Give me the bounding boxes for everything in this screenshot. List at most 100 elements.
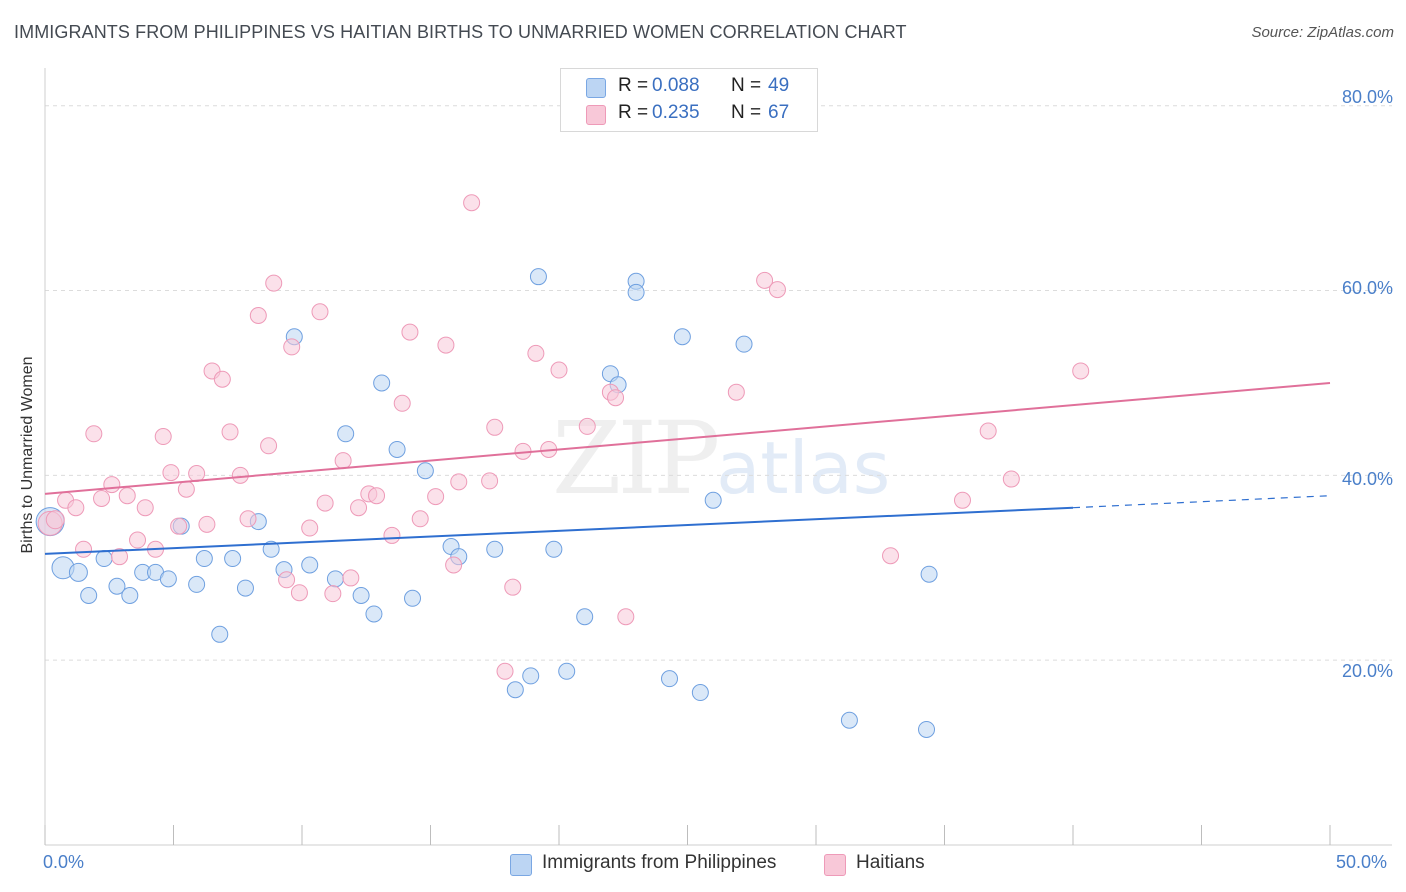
- watermark: ZIPatlas: [552, 400, 890, 517]
- trend-extension-philippines: [1072, 495, 1331, 509]
- point-haitians-51: [504, 578, 522, 596]
- point-philippines-11: [188, 575, 206, 593]
- point-philippines-33: [522, 667, 540, 685]
- point-haitians-8: [111, 548, 129, 566]
- point-haitians-40: [393, 394, 411, 412]
- point-haitians-11: [136, 499, 154, 517]
- point-haitians-3: [67, 499, 85, 517]
- point-philippines-17: [262, 540, 280, 558]
- legend-r-value: 0.088: [652, 75, 700, 96]
- point-philippines-13: [211, 625, 229, 643]
- point-haitians-9: [118, 487, 136, 505]
- point-haitians-47: [463, 194, 481, 212]
- point-philippines-14: [224, 550, 242, 568]
- point-haitians-63: [882, 547, 900, 565]
- point-philippines-23: [352, 586, 370, 604]
- point-haitians-43: [427, 488, 445, 506]
- y-tick-label-60: 60.0%: [1341, 278, 1393, 298]
- point-philippines-3: [80, 586, 98, 604]
- point-haitians-61: [756, 271, 774, 289]
- point-haitians-13: [154, 428, 172, 446]
- point-philippines-20: [301, 556, 319, 574]
- point-philippines-4: [95, 550, 113, 568]
- point-haitians-25: [260, 437, 278, 455]
- point-philippines-41: [627, 283, 645, 301]
- point-philippines-5: [108, 577, 126, 595]
- chart-title: IMMIGRANTS FROM PHILIPPINES VS HAITIAN B…: [14, 22, 907, 42]
- point-haitians-48: [481, 472, 499, 490]
- point-haitians-49: [486, 418, 504, 436]
- point-philippines-44: [691, 684, 709, 702]
- point-philippines-32: [506, 681, 524, 699]
- point-philippines-15: [236, 579, 254, 597]
- point-haitians-5: [85, 425, 103, 443]
- bottom-legend-swatch-philippines: [510, 854, 532, 876]
- point-philippines-36: [558, 662, 576, 680]
- point-philippines-47: [840, 711, 858, 729]
- point-haitians-7: [103, 476, 121, 494]
- point-haitians-26: [265, 274, 283, 292]
- point-haitians-21: [221, 423, 239, 441]
- point-haitians-50: [496, 662, 514, 680]
- point-philippines-21: [326, 570, 344, 588]
- point-haitians-60: [727, 383, 745, 401]
- point-haitians-22: [231, 466, 249, 484]
- watermark-atlas: atlas: [716, 426, 891, 510]
- point-haitians-53: [527, 344, 545, 362]
- bottom-legend-swatch-haitians: [824, 854, 846, 876]
- point-philippines-34: [529, 268, 547, 286]
- point-haitians-45: [445, 556, 463, 574]
- legend-swatch-haitians: [586, 105, 606, 125]
- point-haitians-20: [213, 370, 231, 388]
- y-axis-label: Births to Unmarried Women: [19, 356, 36, 554]
- watermark-zip: ZIP: [552, 400, 720, 517]
- y-tick-label-40: 40.0%: [1341, 469, 1393, 489]
- legend-n-value: 49: [768, 75, 790, 96]
- point-philippines-31: [486, 540, 504, 558]
- point-haitians-24: [249, 306, 267, 324]
- point-haitians-62: [768, 281, 786, 299]
- trend-line-philippines: [44, 506, 1074, 555]
- point-haitians-33: [324, 585, 342, 603]
- point-haitians-30: [301, 519, 319, 537]
- point-haitians-4: [75, 540, 93, 558]
- point-haitians-55: [550, 361, 568, 379]
- point-philippines-42: [661, 670, 679, 688]
- legend-swatch-philippines: [586, 78, 606, 98]
- point-philippines-28: [416, 462, 434, 480]
- point-haitians-44: [437, 336, 455, 354]
- point-haitians-39: [383, 526, 401, 544]
- point-philippines-12: [195, 550, 213, 568]
- point-philippines-6: [121, 586, 139, 604]
- legend-n-value: 67: [768, 102, 790, 123]
- point-philippines-27: [404, 589, 422, 607]
- point-philippines-45: [704, 491, 722, 509]
- x-tick-label-max: 50.0%: [1336, 852, 1388, 872]
- point-haitians-42: [411, 510, 429, 528]
- point-philippines-37: [576, 608, 594, 626]
- bottom-legend-label: Immigrants from Philippines: [542, 852, 777, 873]
- point-haitians-23: [239, 510, 257, 528]
- point-haitians-32: [316, 494, 334, 512]
- point-haitians-1: [45, 510, 65, 530]
- source-label: Source: ZipAtlas.com: [1251, 24, 1394, 41]
- point-haitians-35: [342, 569, 360, 587]
- point-philippines-49: [920, 565, 938, 583]
- point-haitians-29: [290, 584, 308, 602]
- point-haitians-16: [177, 480, 195, 498]
- point-philippines-26: [388, 440, 406, 458]
- legend-n-label: N =: [731, 75, 762, 96]
- point-haitians-28: [283, 338, 301, 356]
- point-haitians-6: [93, 489, 111, 507]
- point-haitians-34: [334, 452, 352, 470]
- point-haitians-41: [401, 323, 419, 341]
- point-philippines-35: [545, 540, 563, 558]
- point-haitians-65: [979, 422, 997, 440]
- legend-r-label: R =: [618, 102, 649, 123]
- correlation-legend: R = 0.088 N = 49 R = 0.235 N = 67: [560, 68, 818, 132]
- point-haitians-64: [953, 491, 971, 509]
- y-tick-label-20: 20.0%: [1341, 661, 1393, 681]
- point-philippines-48: [918, 720, 936, 738]
- legend-n-label: N =: [731, 102, 762, 123]
